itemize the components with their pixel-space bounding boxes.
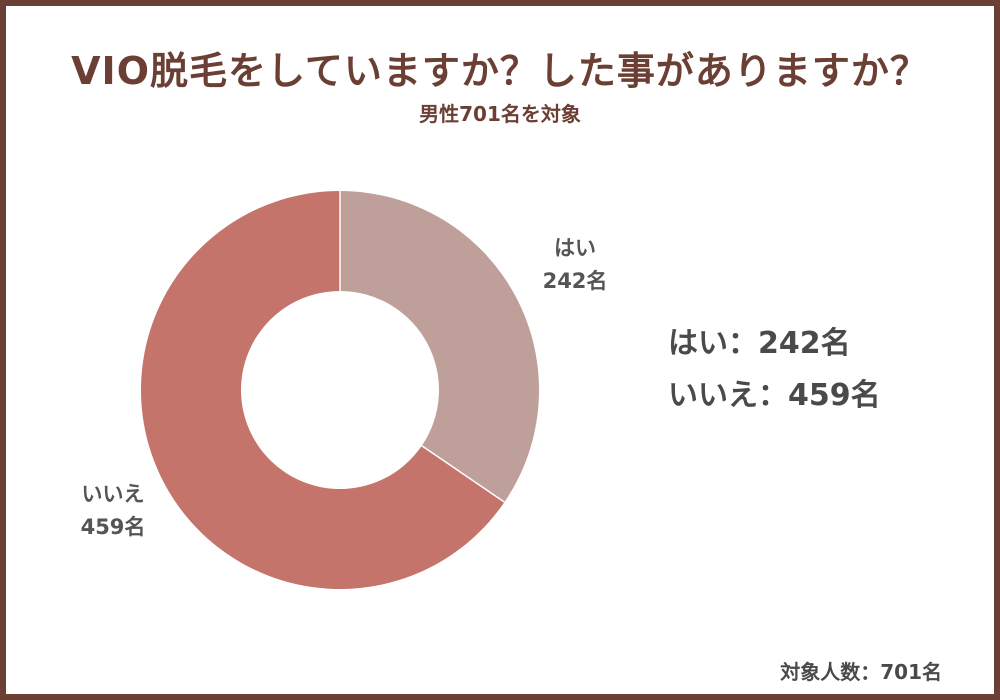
chart-subtitle: 男性701名を対象 <box>419 102 581 126</box>
total-count: 対象人数：701名 <box>780 660 942 684</box>
legend: はい：242名 いいえ：459名 <box>668 318 881 422</box>
slice-label-no: いいえ 459名 <box>58 478 168 544</box>
legend-item-yes: はい：242名 <box>668 326 851 361</box>
chart-title: VIO脱毛をしていますか？した事がありますか？ <box>71 49 929 93</box>
slice-separator <box>421 445 505 503</box>
slice-label-yes: はい 242名 <box>520 232 630 298</box>
slice-label-yes-count: 242名 <box>542 269 608 293</box>
slice-label-no-name: いいえ <box>81 482 145 506</box>
legend-item-no: いいえ：459名 <box>668 378 881 413</box>
donut-slice-yes <box>340 191 539 503</box>
donut-slice-no <box>141 191 505 589</box>
slice-label-no-count: 459名 <box>80 515 146 539</box>
slice-label-yes-name: はい <box>554 236 596 260</box>
